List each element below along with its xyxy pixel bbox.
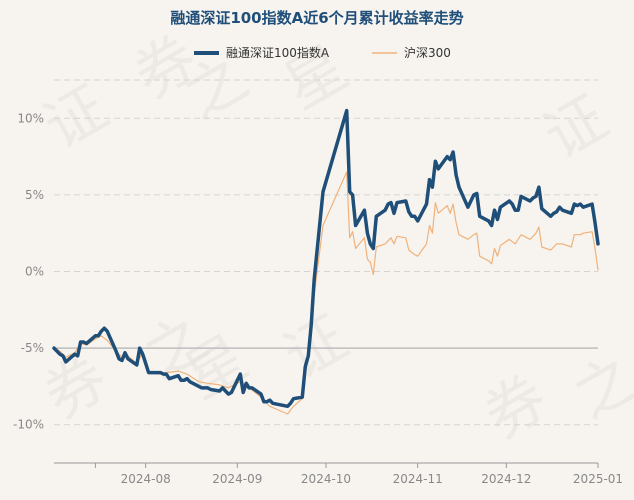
x-tick-label: 2024-09 xyxy=(212,472,262,486)
x-tick-label: 2024-08 xyxy=(121,472,171,486)
x-tick-label: 2024-11 xyxy=(393,472,443,486)
y-axis: 10% 5% 0% -5% -10% xyxy=(13,111,44,431)
chart-title: 融通深证100指数A近6个月累计收益率走势 xyxy=(170,9,463,27)
watermark-glyph: 券 xyxy=(473,362,560,453)
y-tick-label: 10% xyxy=(17,111,44,125)
watermark-glyph: 之 xyxy=(563,342,634,433)
y-tick-label: 0% xyxy=(25,265,44,279)
legend-label: 融通深证100指数A xyxy=(226,45,330,60)
watermark-glyph: 证 xyxy=(33,72,120,163)
x-tick-label: 2025-01 xyxy=(573,472,623,486)
y-tick-label: -10% xyxy=(13,418,44,432)
x-tick-label: 2024-10 xyxy=(301,472,351,486)
legend: 融通深证100指数A 沪深300 xyxy=(194,45,451,60)
legend-label: 沪深300 xyxy=(404,46,451,60)
watermark-layer: 证券之 星证券 之星 证券之 xyxy=(33,22,634,453)
series-line-fund xyxy=(52,108,600,409)
series-layer xyxy=(52,108,600,415)
x-axis: 2024-08 2024-09 2024-10 2024-11 2024-12 2025-… xyxy=(54,462,623,486)
y-tick-label: -5% xyxy=(21,341,44,355)
x-tick-label: 2024-12 xyxy=(481,472,531,486)
watermark-glyph: 证 xyxy=(533,82,620,173)
y-tick-label: 5% xyxy=(25,188,44,202)
